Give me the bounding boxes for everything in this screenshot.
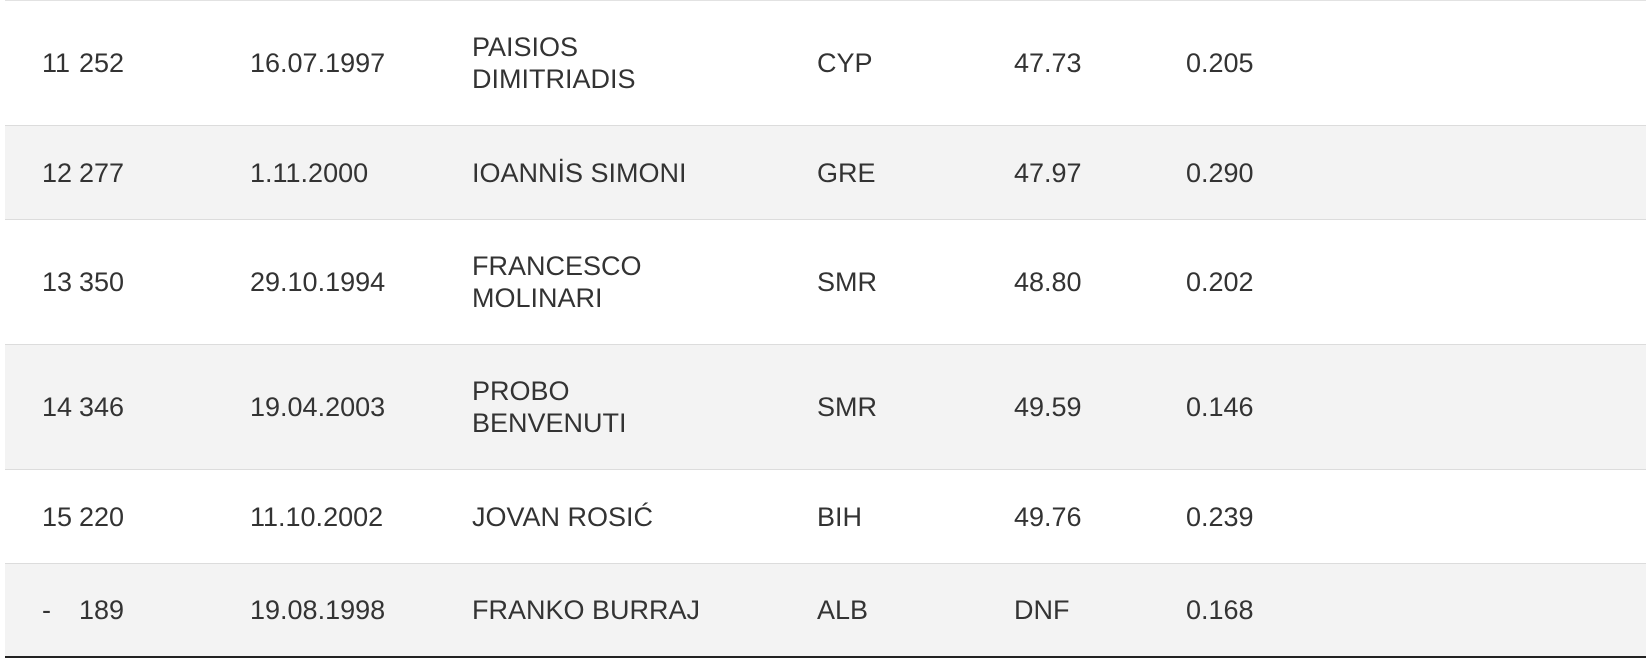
cell: 14 [5, 345, 79, 470]
cell: ALB [817, 564, 1014, 657]
cell: CYP [817, 1, 1014, 126]
cell: 48.80 [1014, 220, 1186, 345]
cell: 47.73 [1014, 1, 1186, 126]
cell: 29.10.1994 [250, 220, 472, 345]
cell: FRANKO BURRAJ [472, 564, 817, 657]
reaction-time: 0.290 [1186, 157, 1254, 188]
time: 48.80 [1014, 267, 1082, 297]
cell: BIH [817, 470, 1014, 564]
rank: - [42, 594, 51, 625]
birth-date: 1.11.2000 [250, 157, 369, 188]
bib: 350 [79, 267, 125, 297]
time: 49.59 [1014, 392, 1082, 422]
time: 47.73 [1014, 48, 1082, 78]
bib: 220 [79, 501, 125, 532]
reaction-time: 0.146 [1186, 392, 1254, 422]
nation: CYP [817, 48, 873, 78]
cell: 16.07.1997 [250, 1, 472, 126]
reaction-time: 0.239 [1186, 501, 1254, 532]
result-row: 14 346 19.04.2003 PROBO BENVENUTI SMR 49.59 0.… [5, 344, 1646, 470]
cell: JOVAN ROSIĆ [472, 470, 817, 564]
athlete-name: FRANCESCO MOLINARI [472, 251, 642, 313]
rank: 15 [42, 501, 73, 532]
athlete-name: JOVAN ROSIĆ [472, 501, 654, 532]
reaction-time: 0.168 [1186, 594, 1254, 625]
cell: 47.97 [1014, 126, 1186, 220]
time: DNF [1014, 594, 1070, 625]
cell: - [5, 564, 79, 657]
athlete-name: FRANKO BURRAJ [472, 594, 701, 625]
birth-date: 16.07.1997 [250, 48, 386, 78]
birth-date: 11.10.2002 [250, 501, 384, 532]
cell: 1.11.2000 [250, 126, 472, 220]
cell: DNF [1014, 564, 1186, 657]
cell: 0.202 [1186, 220, 1646, 345]
result-row: 12 277 1.11.2000 IOANNİS SIMONI GRE 47.97 0.29… [5, 125, 1646, 220]
bib: 346 [79, 392, 125, 422]
cell: 0.239 [1186, 470, 1646, 564]
rank: 13 [42, 267, 73, 297]
cell: FRANCESCO MOLINARI [472, 220, 817, 345]
cell: 49.59 [1014, 345, 1186, 470]
cell: 0.146 [1186, 345, 1646, 470]
nation: SMR [817, 267, 877, 297]
cell: 346 [79, 345, 250, 470]
rank: 12 [42, 157, 73, 188]
cell: 15 [5, 470, 79, 564]
cell: SMR [817, 345, 1014, 470]
cell: PAISIOS DIMITRIADIS [472, 1, 817, 126]
athlete-name: PAISIOS DIMITRIADIS [472, 32, 636, 94]
athlete-name: PROBO BENVENUTI [472, 376, 627, 438]
nation: BIH [817, 501, 863, 532]
cell: 11.10.2002 [250, 470, 472, 564]
birth-date: 19.08.1998 [250, 594, 386, 625]
results-body: 11 252 16.07.1997 PAISIOS DIMITRIADIS CYP 47.… [5, 1, 1646, 657]
athlete-name: IOANNİS SIMONI [472, 157, 687, 188]
nation: SMR [817, 392, 877, 422]
bib: 277 [79, 157, 125, 188]
cell: 0.290 [1186, 126, 1646, 220]
birth-date: 19.04.2003 [250, 392, 386, 422]
cell: 12 [5, 126, 79, 220]
cell: SMR [817, 220, 1014, 345]
cell: IOANNİS SIMONI [472, 126, 817, 220]
cell: 220 [79, 470, 250, 564]
time: 49.76 [1014, 501, 1082, 532]
cell: 0.205 [1186, 1, 1646, 126]
cell: 189 [79, 564, 250, 657]
time: 47.97 [1014, 157, 1082, 188]
cell: 19.08.1998 [250, 564, 472, 657]
rank: 14 [42, 392, 73, 422]
result-row: 15 220 11.10.2002 JOVAN ROSIĆ BIH 49.76 0.239 [5, 470, 1646, 564]
result-row: 13 350 29.10.1994 FRANCESCO MOLINARI SMR 48.8… [5, 220, 1646, 345]
results-table-container: 11 252 16.07.1997 PAISIOS DIMITRIADIS CYP 47.… [5, 0, 1646, 660]
cell: GRE [817, 126, 1014, 220]
nation: ALB [817, 594, 869, 625]
birth-date: 29.10.1994 [250, 267, 386, 297]
bib: 189 [79, 594, 125, 625]
cell: 49.76 [1014, 470, 1186, 564]
nation: GRE [817, 157, 876, 188]
cell: 0.168 [1186, 564, 1646, 657]
results-table: 11 252 16.07.1997 PAISIOS DIMITRIADIS CYP 47.… [5, 0, 1646, 658]
cell: 350 [79, 220, 250, 345]
result-row: 11 252 16.07.1997 PAISIOS DIMITRIADIS CYP 47.… [5, 1, 1646, 126]
rank: 11 [42, 48, 71, 78]
reaction-time: 0.202 [1186, 267, 1254, 297]
cell: 19.04.2003 [250, 345, 472, 470]
bib: 252 [79, 48, 125, 78]
reaction-time: 0.205 [1186, 48, 1254, 78]
cell: PROBO BENVENUTI [472, 345, 817, 470]
cell: 11 [5, 1, 79, 126]
cell: 277 [79, 126, 250, 220]
result-row: -189 19.08.1998 FRANKO BURRAJ ALB DNF 0.168 [5, 563, 1646, 657]
cell: 13 [5, 220, 79, 345]
cell: 252 [79, 1, 250, 126]
